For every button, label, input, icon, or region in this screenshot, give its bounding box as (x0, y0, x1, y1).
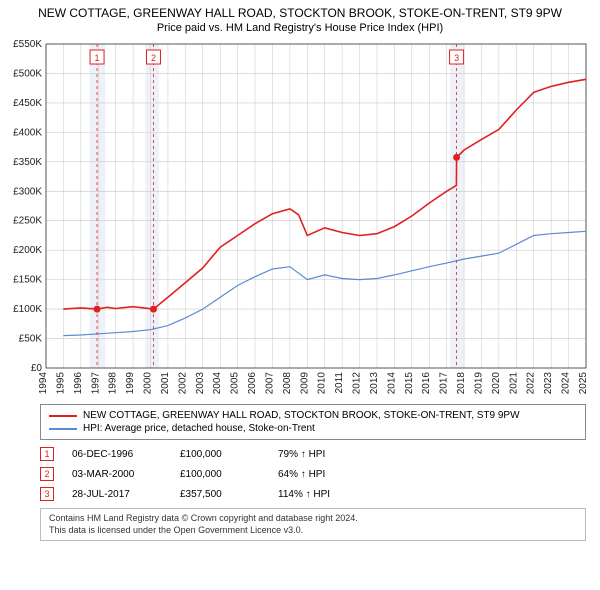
sale-badge: 1 (40, 447, 54, 461)
legend-item: NEW COTTAGE, GREENWAY HALL ROAD, STOCKTO… (49, 409, 577, 422)
y-tick-label: £500K (13, 68, 42, 79)
x-tick-label: 1997 (90, 372, 101, 395)
x-tick-label: 2006 (247, 372, 258, 395)
x-tick-label: 2023 (543, 372, 554, 395)
chart-subtitle: Price paid vs. HM Land Registry's House … (4, 22, 596, 34)
legend-swatch (49, 415, 77, 417)
chart-title: NEW COTTAGE, GREENWAY HALL ROAD, STOCKTO… (4, 6, 596, 20)
x-tick-label: 2005 (230, 372, 241, 395)
x-tick-label: 1998 (108, 372, 119, 395)
sale-marker-dot (94, 306, 101, 313)
y-tick-label: £450K (13, 98, 42, 109)
sale-badge: 2 (40, 467, 54, 481)
sale-hpi: 114% ↑ HPI (278, 489, 368, 500)
x-tick-label: 2017 (439, 372, 450, 395)
x-tick-label: 2015 (404, 372, 415, 395)
footnote-line: This data is licensed under the Open Gov… (49, 525, 577, 537)
sale-marker-dot (150, 306, 157, 313)
x-tick-label: 2011 (334, 372, 345, 394)
x-tick-label: 2022 (526, 372, 537, 395)
y-tick-label: £50K (19, 334, 43, 345)
x-tick-label: 2010 (317, 372, 328, 395)
y-tick-label: £300K (13, 186, 42, 197)
x-tick-label: 2012 (352, 372, 363, 395)
x-tick-label: 2004 (212, 372, 223, 395)
sale-row: 2 03-MAR-2000 £100,000 64% ↑ HPI (40, 464, 586, 484)
x-tick-label: 1994 (38, 372, 49, 395)
x-tick-label: 2019 (473, 372, 484, 395)
x-tick-label: 1999 (125, 372, 136, 395)
sale-date: 28-JUL-2017 (72, 489, 162, 500)
x-tick-label: 2002 (177, 372, 188, 395)
footnote-line: Contains HM Land Registry data © Crown c… (49, 513, 577, 525)
sale-badge: 3 (40, 487, 54, 501)
y-tick-label: £150K (13, 275, 42, 286)
price-chart: £0£50K£100K£150K£200K£250K£300K£350K£400… (4, 38, 596, 398)
x-tick-label: 2013 (369, 372, 380, 395)
y-tick-label: £350K (13, 157, 42, 168)
x-tick-label: 2009 (299, 372, 310, 395)
sale-row: 3 28-JUL-2017 £357,500 114% ↑ HPI (40, 484, 586, 504)
y-tick-label: £550K (13, 39, 42, 50)
sale-marker-dot (453, 154, 460, 161)
y-tick-label: £400K (13, 127, 42, 138)
sale-row: 1 06-DEC-1996 £100,000 79% ↑ HPI (40, 444, 586, 464)
sale-price: £100,000 (180, 449, 260, 460)
x-tick-label: 1996 (73, 372, 84, 395)
x-tick-label: 2020 (491, 372, 502, 395)
x-tick-label: 1995 (55, 372, 66, 395)
legend-swatch (49, 428, 77, 430)
x-tick-label: 2016 (421, 372, 432, 395)
x-tick-label: 2018 (456, 372, 467, 395)
sale-date: 03-MAR-2000 (72, 469, 162, 480)
sale-hpi: 79% ↑ HPI (278, 449, 368, 460)
legend-label: NEW COTTAGE, GREENWAY HALL ROAD, STOCKTO… (83, 410, 520, 421)
sale-price: £100,000 (180, 469, 260, 480)
chart-area: £0£50K£100K£150K£200K£250K£300K£350K£400… (4, 38, 596, 398)
x-tick-label: 2007 (264, 372, 275, 395)
x-tick-label: 2001 (160, 372, 171, 395)
x-tick-label: 2008 (282, 372, 293, 395)
x-tick-label: 2021 (508, 372, 519, 395)
y-tick-label: £100K (13, 304, 42, 315)
footnote: Contains HM Land Registry data © Crown c… (40, 508, 586, 541)
svg-text:3: 3 (454, 53, 459, 63)
sale-hpi: 64% ↑ HPI (278, 469, 368, 480)
sales-table: 1 06-DEC-1996 £100,000 79% ↑ HPI 2 03-MAR-200… (40, 444, 586, 504)
y-tick-label: £200K (13, 245, 42, 256)
x-tick-label: 2003 (195, 372, 206, 395)
svg-text:2: 2 (151, 53, 156, 63)
x-tick-label: 2025 (578, 372, 589, 395)
x-tick-label: 2014 (386, 372, 397, 395)
sale-date: 06-DEC-1996 (72, 449, 162, 460)
legend: NEW COTTAGE, GREENWAY HALL ROAD, STOCKTO… (40, 404, 586, 440)
legend-item: HPI: Average price, detached house, Stok… (49, 422, 577, 435)
x-tick-label: 2000 (143, 372, 154, 395)
legend-label: HPI: Average price, detached house, Stok… (83, 423, 315, 434)
x-tick-label: 2024 (561, 372, 572, 395)
svg-text:1: 1 (95, 53, 100, 63)
y-tick-label: £250K (13, 216, 42, 227)
sale-price: £357,500 (180, 489, 260, 500)
